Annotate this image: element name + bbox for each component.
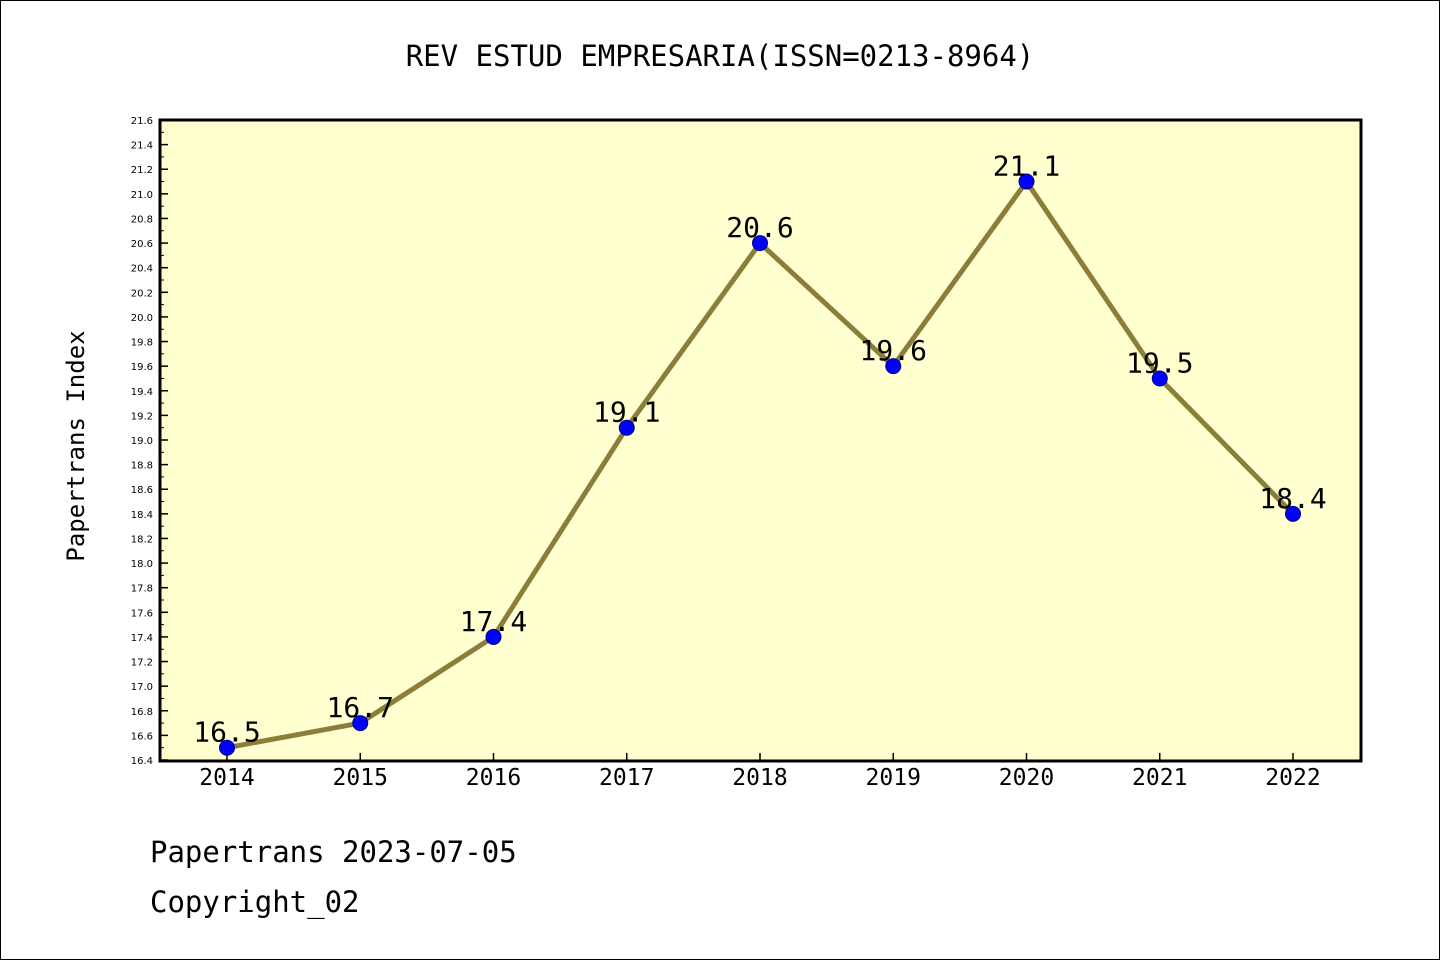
y-tick-label: 17.0 bbox=[131, 682, 153, 693]
data-label: 20.6 bbox=[726, 211, 793, 244]
y-tick-label: 17.6 bbox=[131, 608, 153, 619]
y-tick-label: 19.0 bbox=[131, 436, 153, 447]
data-point bbox=[752, 235, 768, 252]
y-tick-label: 19.4 bbox=[131, 387, 153, 398]
data-point bbox=[885, 358, 902, 375]
y-axis-ticks: 16.4 16.6 16.8 17.0 17.2 17.4 17.6 17.8 18.0 18.2… bbox=[131, 116, 168, 767]
x-tick-label: 2014 bbox=[199, 765, 254, 791]
x-tick-label: 2022 bbox=[1265, 765, 1320, 791]
data-point bbox=[618, 419, 635, 436]
chart-title: REV ESTUD EMPRESARIA(ISSN=0213-8964) bbox=[406, 39, 1035, 73]
y-tick-label: 20.6 bbox=[131, 239, 153, 250]
y-tick-label: 18.0 bbox=[131, 559, 153, 570]
y-tick-label: 16.6 bbox=[131, 731, 153, 742]
y-tick-label: 16.8 bbox=[131, 707, 153, 718]
y-tick-label: 18.8 bbox=[131, 461, 153, 472]
x-tick-label: 2017 bbox=[599, 765, 654, 791]
y-tick-label: 17.4 bbox=[131, 633, 153, 644]
data-label: 16.7 bbox=[327, 691, 394, 724]
data-label: 19.6 bbox=[860, 334, 927, 367]
y-tick-label: 19.2 bbox=[131, 411, 153, 422]
y-tick-label: 19.6 bbox=[131, 362, 153, 373]
data-label: 19.5 bbox=[1126, 346, 1193, 379]
x-tick-label: 2018 bbox=[732, 765, 787, 791]
x-tick-label: 2016 bbox=[466, 765, 521, 791]
data-label: 16.5 bbox=[193, 716, 260, 749]
data-point bbox=[1151, 370, 1168, 387]
data-point bbox=[219, 739, 235, 756]
y-tick-label: 20.8 bbox=[131, 214, 153, 225]
y-tick-label: 17.8 bbox=[131, 584, 153, 595]
data-labels: 16.5 16.7 17.4 19.1 20.6 19.6 21.1 19.5 18.4 bbox=[193, 150, 1326, 749]
data-label: 17.4 bbox=[460, 605, 527, 638]
y-tick-label: 21.0 bbox=[131, 190, 153, 201]
x-tick-label: 2021 bbox=[1132, 765, 1187, 791]
data-label: 19.1 bbox=[593, 396, 660, 429]
y-tick-label: 19.8 bbox=[131, 338, 153, 349]
y-tick-label: 20.4 bbox=[131, 264, 153, 275]
x-tick-label: 2019 bbox=[866, 765, 921, 791]
y-tick-label: 16.4 bbox=[131, 756, 153, 767]
data-point bbox=[1018, 173, 1035, 190]
data-label: 21.1 bbox=[993, 150, 1060, 183]
y-tick-label: 17.2 bbox=[131, 658, 153, 669]
y-tick-label: 18.4 bbox=[131, 510, 153, 521]
data-point bbox=[1285, 505, 1301, 522]
data-markers bbox=[219, 173, 1301, 756]
data-point bbox=[485, 628, 502, 645]
y-axis-label: Papertrans Index bbox=[62, 330, 90, 561]
y-tick-label: 18.6 bbox=[131, 485, 153, 496]
y-tick-label: 21.6 bbox=[131, 116, 153, 127]
y-tick-label: 20.0 bbox=[131, 313, 153, 324]
y-tick-label: 20.2 bbox=[131, 288, 153, 299]
data-label: 18.4 bbox=[1259, 482, 1326, 515]
x-tick-label: 2015 bbox=[333, 765, 388, 791]
data-point bbox=[352, 715, 369, 732]
y-tick-label: 21.4 bbox=[131, 141, 153, 152]
footer-copyright: Copyright_02 bbox=[150, 885, 360, 919]
y-tick-label: 18.2 bbox=[131, 534, 153, 545]
x-tick-label: 2020 bbox=[999, 765, 1054, 791]
footer-date-line: Papertrans 2023-07-05 bbox=[150, 835, 517, 869]
y-tick-label: 21.2 bbox=[131, 165, 153, 176]
x-axis-ticks: 2014 2015 2016 2017 2018 2019 2020 2021 2022 bbox=[199, 753, 1321, 791]
plot-area bbox=[158, 118, 1363, 763]
